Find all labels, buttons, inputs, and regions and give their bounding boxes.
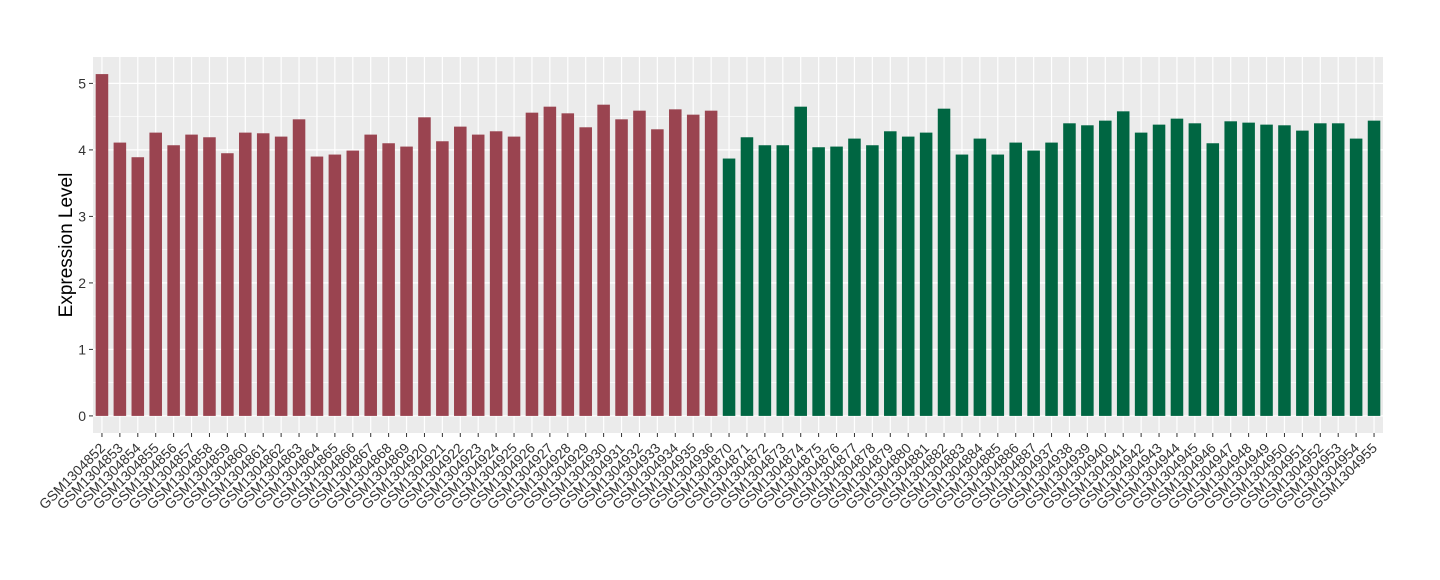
- bar: [615, 119, 628, 416]
- bar: [131, 157, 145, 416]
- bar: [1242, 122, 1255, 416]
- bar: [1045, 142, 1058, 416]
- bar: [740, 137, 754, 416]
- bar: [1314, 123, 1327, 416]
- bar: [113, 142, 127, 416]
- bar: [1099, 120, 1112, 416]
- bar: [346, 150, 360, 416]
- bar: [937, 108, 951, 416]
- bar: [651, 129, 664, 416]
- bar: [1027, 150, 1040, 416]
- bar: [812, 147, 825, 416]
- bar: [1260, 124, 1273, 416]
- bar: [991, 154, 1005, 416]
- bar: [1367, 120, 1381, 416]
- plot-panel: [93, 57, 1383, 433]
- bar: [400, 146, 413, 416]
- bar: [1188, 123, 1202, 416]
- bar: [919, 132, 933, 416]
- bar: [1331, 123, 1345, 416]
- bar: [418, 117, 431, 416]
- bar: [669, 109, 682, 416]
- bar: [292, 119, 306, 416]
- bar: [167, 145, 180, 416]
- bar: [1224, 121, 1237, 416]
- bar: [794, 106, 807, 416]
- y-axis-label: Expression Level: [56, 173, 77, 318]
- bar: [543, 106, 557, 416]
- bar: [525, 112, 539, 416]
- bar: [758, 145, 772, 416]
- y-tick-label: 4: [78, 142, 86, 158]
- bar: [884, 131, 897, 416]
- bar: [274, 136, 288, 416]
- bar: [1278, 125, 1291, 416]
- bar: [489, 131, 503, 416]
- bar: [686, 114, 700, 416]
- bar: [507, 136, 521, 416]
- bar: [901, 136, 915, 416]
- bar: [722, 158, 736, 416]
- bar: [454, 126, 467, 416]
- bar: [1063, 123, 1076, 416]
- y-tick-label: 3: [78, 208, 86, 224]
- bar: [239, 132, 252, 416]
- bar: [471, 134, 485, 416]
- bar: [95, 74, 109, 416]
- y-tick-label: 5: [78, 75, 86, 91]
- bar: [382, 143, 395, 416]
- bar: [221, 153, 234, 416]
- y-tick-label: 0: [78, 408, 86, 424]
- y-tick-label: 2: [78, 275, 86, 291]
- bar: [310, 156, 324, 416]
- bar: [1116, 111, 1130, 416]
- bar: [848, 138, 861, 416]
- bar: [1134, 132, 1148, 416]
- bar: [436, 141, 449, 416]
- bar: [1349, 138, 1363, 416]
- bar: [1009, 142, 1022, 416]
- y-tick-label: 1: [78, 341, 86, 357]
- bar: [830, 146, 843, 416]
- bar: [955, 154, 969, 416]
- bar: [1296, 130, 1309, 416]
- bar: [1081, 125, 1094, 416]
- bar: [149, 132, 162, 416]
- bar: [203, 137, 216, 416]
- bar: [328, 154, 342, 416]
- bar: [1206, 143, 1220, 416]
- bar: [579, 127, 592, 416]
- bar: [1152, 124, 1166, 416]
- bar: [597, 104, 610, 416]
- bar: [256, 133, 270, 416]
- bar: [364, 134, 377, 416]
- bar: [973, 138, 987, 416]
- bar: [633, 110, 646, 416]
- bar: [704, 110, 718, 416]
- bar: [1170, 118, 1184, 416]
- bar: [561, 113, 575, 416]
- bar: [776, 145, 790, 416]
- bar: [866, 145, 879, 416]
- bar: [185, 134, 198, 416]
